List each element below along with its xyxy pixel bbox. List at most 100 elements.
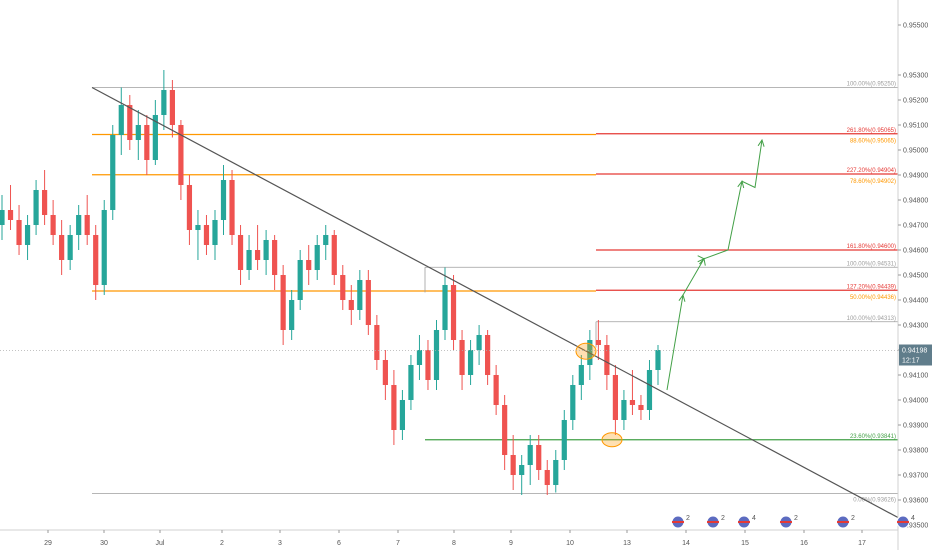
fib-level-label: 88.60%(0.95065) bbox=[850, 139, 896, 145]
candle-body bbox=[374, 325, 380, 360]
economic-events[interactable]: 2 2 4 2 2 4 bbox=[671, 515, 915, 529]
time-tick-label: 3 bbox=[278, 540, 282, 547]
candle-body bbox=[186, 185, 193, 230]
candle-body bbox=[382, 360, 388, 385]
candle-body bbox=[41, 190, 48, 215]
price-tick-label: 0.95500 bbox=[903, 23, 928, 30]
candle-body bbox=[655, 350, 661, 370]
candle-body bbox=[433, 330, 440, 380]
event-count: 4 bbox=[911, 515, 915, 522]
candle-body bbox=[416, 350, 423, 365]
candle-body bbox=[323, 235, 329, 245]
candle-body bbox=[203, 225, 210, 245]
candle-body bbox=[442, 285, 448, 330]
event-count: 2 bbox=[851, 515, 855, 522]
candle-body bbox=[118, 105, 124, 135]
time-tick-label: 15 bbox=[741, 540, 749, 547]
candle-body bbox=[59, 235, 65, 260]
candle-body bbox=[93, 235, 99, 285]
descending-trendline[interactable] bbox=[91, 86, 913, 526]
price-tick-label: 0.95200 bbox=[903, 98, 928, 105]
event-marker[interactable]: 4 bbox=[896, 515, 915, 529]
support-highlight bbox=[601, 432, 623, 448]
flag-stripe bbox=[897, 521, 909, 523]
candle-body bbox=[33, 190, 39, 225]
fib-level-label: 100.00%(0.95250) bbox=[847, 82, 896, 88]
event-marker[interactable]: 4 bbox=[737, 515, 756, 529]
price-tick-label: 0.93700 bbox=[903, 473, 928, 480]
arrow-head bbox=[678, 293, 686, 302]
candle-body bbox=[195, 225, 201, 230]
candle-body bbox=[110, 135, 116, 210]
candle-body bbox=[24, 225, 31, 245]
arrow-head bbox=[737, 180, 745, 189]
projection-arrows[interactable] bbox=[666, 138, 765, 391]
price-tick-label: 0.95300 bbox=[903, 73, 928, 80]
price-tick-label: 0.94500 bbox=[903, 273, 928, 280]
time-axis[interactable]: 29 30 Jul 2 3 6 7 8 9 10 13 14 15 16 17 bbox=[0, 529, 898, 547]
candle-body bbox=[595, 340, 601, 345]
candle-body bbox=[212, 220, 218, 245]
candle-body bbox=[340, 275, 346, 300]
price-tick-label: 0.94800 bbox=[903, 198, 928, 205]
time-tick-label: 29 bbox=[44, 540, 52, 547]
candle-body bbox=[536, 445, 542, 470]
candle-body bbox=[0, 210, 5, 225]
candle-body bbox=[348, 300, 354, 310]
price-tick-label: 0.94600 bbox=[903, 248, 928, 255]
event-marker[interactable]: 2 bbox=[836, 515, 855, 529]
candle-body bbox=[629, 400, 636, 405]
fib-level-label: 23.60%(0.93841) bbox=[850, 434, 896, 440]
event-count: 2 bbox=[721, 515, 725, 522]
candle-body bbox=[144, 125, 150, 160]
time-tick-label: 16 bbox=[800, 540, 808, 547]
candle-body bbox=[254, 250, 261, 260]
candle-body bbox=[297, 260, 303, 300]
candle-body bbox=[365, 280, 371, 325]
time-tick-label: Jul bbox=[156, 540, 165, 547]
time-tick-label: 10 bbox=[566, 540, 574, 547]
candle-body bbox=[399, 400, 406, 430]
candle-body bbox=[553, 460, 559, 485]
flag-stripe bbox=[707, 521, 719, 523]
event-marker[interactable]: 2 bbox=[671, 515, 690, 529]
current-price-tag[interactable] bbox=[899, 344, 932, 366]
fib-level-label: 78.60%(0.94902) bbox=[850, 179, 896, 185]
time-tick-label: 17 bbox=[858, 540, 866, 547]
fib-level-label: 50.00%(0.94436) bbox=[850, 295, 896, 301]
candle-body bbox=[450, 285, 457, 340]
price-tick-label: 0.94900 bbox=[903, 173, 928, 180]
candle-body bbox=[67, 235, 73, 260]
event-marker[interactable]: 2 bbox=[706, 515, 725, 529]
candle-body bbox=[459, 340, 465, 375]
fib-level-label: 100.00%(0.94531) bbox=[847, 261, 896, 267]
fib-level-label: 161.80%(0.94600) bbox=[847, 244, 896, 250]
fib-level-label: 0.00%(0.93626) bbox=[853, 498, 896, 504]
candle-body bbox=[280, 275, 286, 330]
candle-body bbox=[246, 250, 252, 270]
candle-body bbox=[391, 385, 397, 430]
event-marker[interactable]: 2 bbox=[779, 515, 798, 529]
candle-body bbox=[178, 125, 184, 185]
trendline-layer[interactable] bbox=[91, 86, 913, 526]
candle-body bbox=[604, 345, 610, 375]
candle-body bbox=[502, 405, 508, 455]
candle-body bbox=[493, 375, 499, 405]
candle-body bbox=[161, 90, 167, 115]
price-tick-label: 0.94700 bbox=[903, 223, 928, 230]
flag-stripe bbox=[780, 521, 792, 523]
candle-body bbox=[169, 90, 175, 125]
candle-body bbox=[570, 385, 576, 420]
candle-body bbox=[263, 240, 269, 260]
current-price-time: 12:17 bbox=[902, 358, 920, 365]
flag-stripe bbox=[837, 521, 849, 523]
time-tick-label: 14 bbox=[682, 540, 690, 547]
candles bbox=[0, 70, 661, 495]
candle-body bbox=[357, 280, 363, 310]
fib-level-label: 261.80%(0.95065) bbox=[847, 128, 896, 134]
candle-body bbox=[646, 370, 653, 410]
event-count: 4 bbox=[752, 515, 756, 522]
